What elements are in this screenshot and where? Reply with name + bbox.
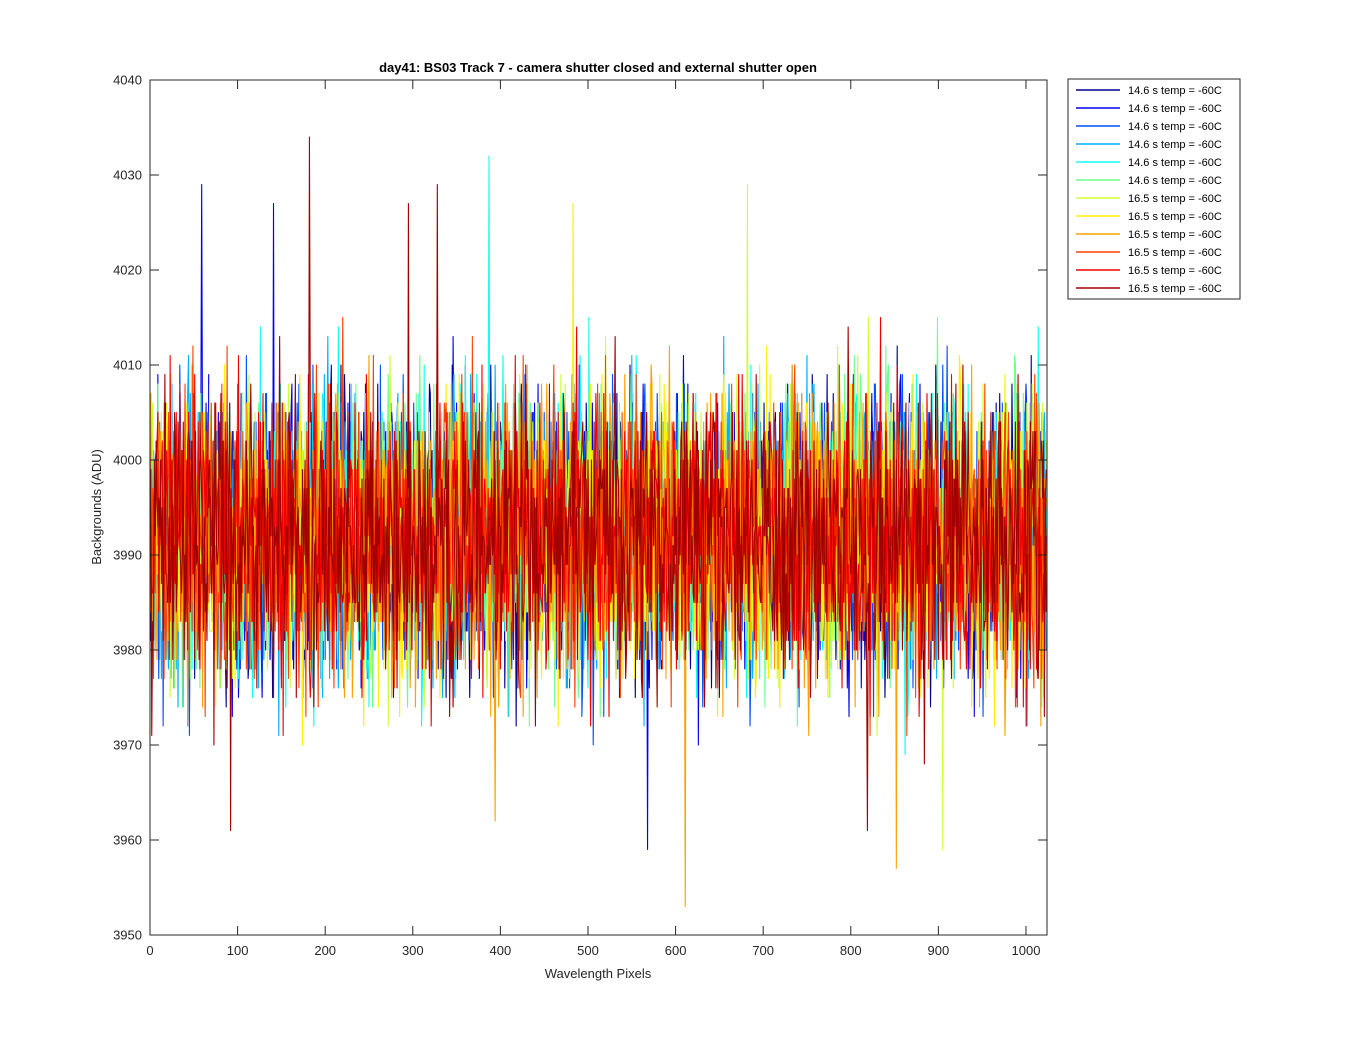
legend-label-7: 16.5 s temp = -60C (1128, 193, 1222, 205)
y-tick-label-8: 4030 (113, 168, 142, 183)
legend-label-2: 14.6 s temp = -60C (1128, 103, 1222, 115)
y-tick-label-1: 3960 (113, 833, 142, 848)
legend-label-3: 14.6 s temp = -60C (1128, 121, 1222, 133)
chart-title: day41: BS03 Track 7 - camera shutter clo… (379, 60, 817, 75)
x-axis: 0 100 200 300 400 500 600 700 800 900 1000 (146, 80, 1040, 958)
legend-label-10: 16.5 s temp = -60C (1128, 247, 1222, 259)
series-layer (149, 136, 1047, 908)
y-tick-label-4: 3990 (113, 548, 142, 563)
y-axis-label: Backgrounds (ADU) (89, 449, 104, 565)
series-line-12 (149, 136, 1047, 832)
x-tick-label-3: 300 (402, 943, 424, 958)
y-tick-label-5: 4000 (113, 453, 142, 468)
y-tick-label-6: 4010 (113, 358, 142, 373)
x-tick-label-9: 900 (928, 943, 950, 958)
legend-label-6: 14.6 s temp = -60C (1128, 175, 1222, 187)
y-tick-label-3: 3980 (113, 643, 142, 658)
legend-label-1: 14.6 s temp = -60C (1128, 85, 1222, 97)
legend-label-12: 16.5 s temp = -60C (1128, 283, 1222, 295)
x-tick-label-4: 400 (490, 943, 512, 958)
x-tick-label-8: 800 (840, 943, 862, 958)
x-tick-label-6: 600 (665, 943, 687, 958)
legend-label-8: 16.5 s temp = -60C (1128, 211, 1222, 223)
x-tick-label-5: 500 (577, 943, 599, 958)
x-tick-label-10: 1000 (1012, 943, 1041, 958)
x-tick-label-7: 700 (752, 943, 774, 958)
axes-box (149, 79, 1048, 936)
legend-label-5: 14.6 s temp = -60C (1128, 157, 1222, 169)
y-axis: 3950 3960 3970 3980 3990 4000 4010 4020 4030 4040 (113, 73, 1047, 943)
y-tick-label-0: 3950 (113, 928, 142, 943)
legend-label-4: 14.6 s temp = -60C (1128, 139, 1222, 151)
x-tick-label-0: 0 (146, 943, 153, 958)
series-line-11 (149, 316, 1047, 737)
legend-label-11: 16.5 s temp = -60C (1128, 265, 1222, 277)
legend-box (1067, 78, 1241, 300)
y-tick-label-7: 4020 (113, 263, 142, 278)
y-tick-label-9: 4040 (113, 73, 142, 88)
x-tick-label-2: 200 (314, 943, 336, 958)
x-axis-label: Wavelength Pixels (545, 966, 652, 981)
x-tick-label-1: 100 (227, 943, 249, 958)
legend: 14.6 s temp = -60C 14.6 s temp = -60C 14.6… (1067, 78, 1241, 300)
y-tick-label-2: 3970 (113, 738, 142, 753)
legend-label-9: 16.5 s temp = -60C (1128, 229, 1222, 241)
